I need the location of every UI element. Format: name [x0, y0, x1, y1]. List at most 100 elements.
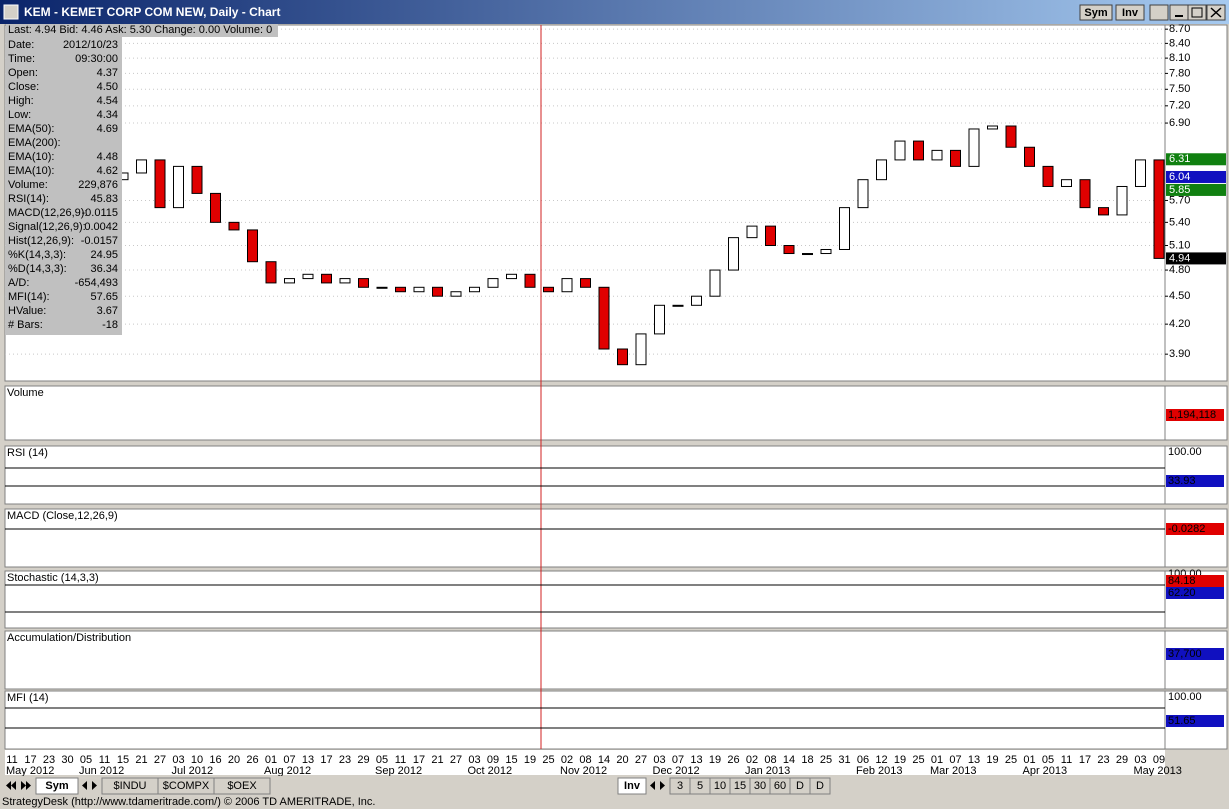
- data-window-label: High:: [8, 95, 34, 107]
- candle: [228, 221, 240, 231]
- panel-value: 84.18: [1168, 575, 1196, 587]
- nav-arrow[interactable]: [82, 781, 87, 790]
- panel-value: 100.00: [1168, 691, 1202, 703]
- x-tick-label: 25: [542, 754, 554, 766]
- x-tick-label: 21: [431, 754, 443, 766]
- month-label: Sep 2012: [375, 765, 422, 777]
- x-tick-label: 21: [135, 754, 147, 766]
- data-window-label: A/D:: [8, 277, 29, 289]
- panel-title: Stochastic (14,3,3): [7, 572, 99, 584]
- x-tick-label: 03: [653, 754, 665, 766]
- x-tick-label: 01: [1023, 754, 1035, 766]
- data-window-value: -0.0157: [81, 235, 118, 247]
- interval-tab[interactable]: [617, 777, 647, 795]
- candle: [506, 273, 517, 280]
- candle: [1079, 179, 1091, 209]
- x-tick-label: 01: [931, 754, 943, 766]
- candle: [561, 278, 573, 293]
- candle: [284, 278, 295, 284]
- month-label: Dec 2012: [653, 765, 700, 777]
- symbol-tab[interactable]: [35, 777, 79, 795]
- symbol-tab[interactable]: [213, 777, 271, 795]
- x-tick-label: 25: [1005, 754, 1017, 766]
- x-tick-label: 07: [672, 754, 684, 766]
- candle: [339, 278, 351, 284]
- y-tick-label: 4.80: [1169, 264, 1190, 276]
- x-tick-label: 17: [320, 754, 332, 766]
- x-tick-label: 17: [413, 754, 425, 766]
- x-tick-label: 03: [1134, 754, 1146, 766]
- x-tick-label: 29: [1116, 754, 1128, 766]
- data-window-value: 4.48: [97, 151, 118, 163]
- nav-arrow[interactable]: [92, 781, 97, 790]
- x-tick-label: 17: [1079, 754, 1091, 766]
- panel-value: -0.0282: [1168, 523, 1205, 535]
- month-label: Nov 2012: [560, 765, 607, 777]
- nav-arrow[interactable]: [11, 781, 16, 790]
- x-tick-label: 26: [727, 754, 739, 766]
- x-tick-label: 19: [894, 754, 906, 766]
- x-tick-label: 06: [857, 754, 869, 766]
- data-window-value: -654,493: [75, 277, 118, 289]
- title-button[interactable]: [1115, 4, 1145, 21]
- data-window-value: 36.34: [90, 263, 118, 275]
- candle: [413, 286, 425, 293]
- y-tick-label: 8.10: [1169, 52, 1190, 64]
- panel-value-box: [1166, 587, 1224, 599]
- data-window-label: Hist(12,26,9):: [8, 235, 74, 247]
- month-label: Mar 2013: [930, 765, 976, 777]
- x-tick-label: 14: [598, 754, 610, 766]
- panel-value: 1,194,118: [1168, 409, 1216, 421]
- data-window-value: 3.67: [97, 305, 118, 317]
- y-tick-label: 7.20: [1169, 100, 1190, 112]
- price-label-box: [1166, 170, 1226, 183]
- x-tick-label: 19: [986, 754, 998, 766]
- candle: [746, 225, 758, 239]
- panel-value: 51.65: [1168, 715, 1196, 727]
- maximize-button[interactable]: [1187, 4, 1207, 21]
- x-tick-label: 11: [99, 754, 110, 766]
- panel-value-box: [1166, 715, 1224, 727]
- interval-tab[interactable]: [809, 777, 831, 795]
- minimize-button[interactable]: [1169, 4, 1189, 21]
- month-label: May 2012: [6, 765, 54, 777]
- x-tick-label: 23: [1097, 754, 1109, 766]
- window-button[interactable]: [1149, 4, 1169, 21]
- x-tick-label: 09: [487, 754, 499, 766]
- symbol-tab-label: $OEX: [227, 780, 257, 792]
- x-tick-label: 23: [339, 754, 351, 766]
- y-tick-label: 6.90: [1169, 117, 1190, 129]
- x-tick-label: 29: [357, 754, 369, 766]
- data-window-value: 0.0042: [84, 221, 118, 233]
- x-tick-label: 27: [635, 754, 647, 766]
- x-tick-label: 23: [43, 754, 55, 766]
- title-button[interactable]: [1079, 4, 1113, 21]
- month-label: Jun 2012: [79, 765, 124, 777]
- nav-arrow[interactable]: [650, 781, 655, 790]
- panel-title: MACD (Close,12,26,9): [7, 510, 118, 522]
- month-label: May 2013: [1134, 765, 1182, 777]
- title-button-label: Sym: [1084, 7, 1107, 19]
- data-window-value: 229,876: [78, 179, 118, 191]
- data-window-label: # Bars:: [8, 319, 43, 331]
- nav-arrow[interactable]: [21, 781, 26, 790]
- panel-value-box: [1166, 523, 1224, 535]
- panel-value: 33.93: [1168, 475, 1196, 487]
- title-button-label: Inv: [1122, 7, 1139, 19]
- y-tick-label: 7.50: [1169, 83, 1190, 95]
- x-tick-label: 07: [949, 754, 961, 766]
- data-window-label: %D(14,3,3):: [8, 263, 67, 275]
- candle: [1061, 179, 1072, 187]
- nav-arrow[interactable]: [660, 781, 665, 790]
- x-tick-label: 11: [395, 754, 406, 766]
- nav-arrow[interactable]: [6, 781, 11, 790]
- candle: [617, 348, 628, 366]
- nav-arrow[interactable]: [26, 781, 31, 790]
- month-label: Oct 2012: [468, 765, 513, 777]
- candle: [247, 229, 258, 263]
- panel: [4, 630, 1166, 690]
- candle: [1042, 165, 1054, 187]
- candle: [857, 179, 869, 209]
- candle: [783, 245, 795, 255]
